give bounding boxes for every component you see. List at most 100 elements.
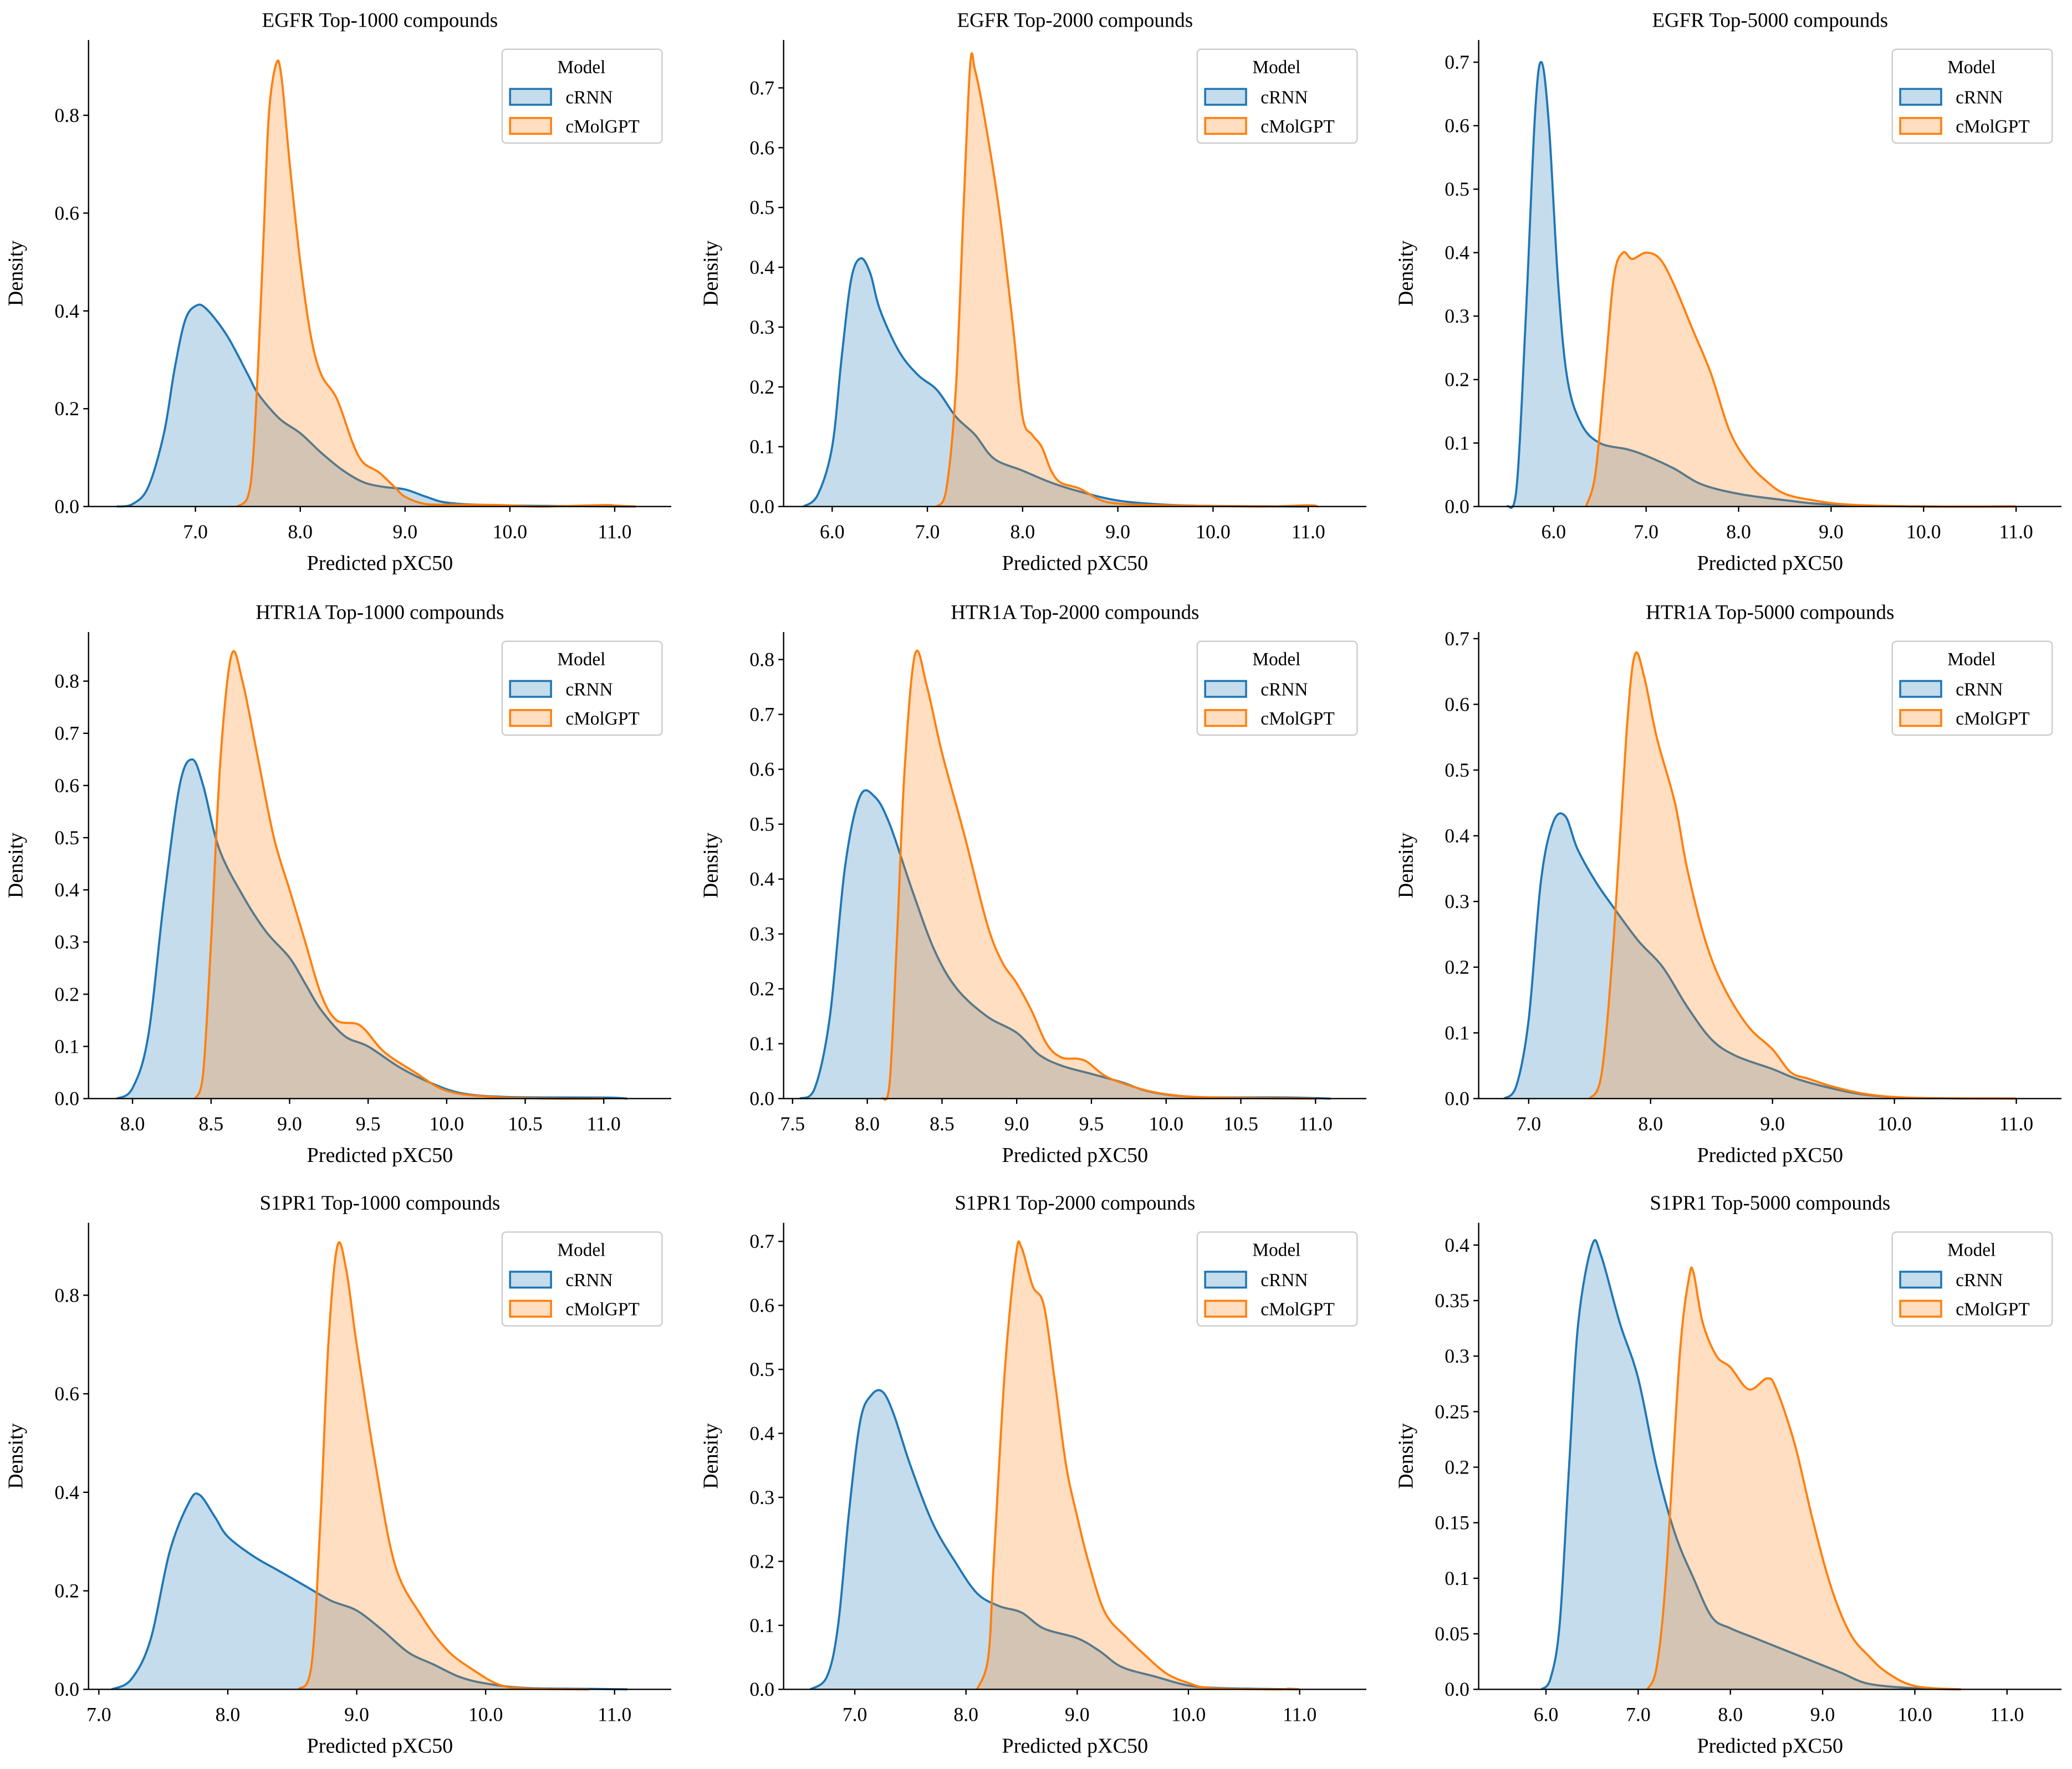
y-tick-label: 0.4 [54, 879, 79, 901]
legend-label-crnn: cRNN [1956, 1270, 2003, 1291]
density-curve-cmolgpt [976, 1240, 1300, 1691]
x-tick-label: 9.0 [1004, 1113, 1029, 1135]
y-tick-label: 0.8 [54, 670, 79, 692]
x-axis-label: Predicted pXC50 [1697, 1735, 1843, 1758]
y-tick-label: 0.2 [749, 978, 774, 1000]
legend-label-crnn: cRNN [1956, 88, 2003, 108]
x-tick-label: 11.0 [1283, 1704, 1316, 1726]
x-tick-label: 10.0 [1149, 1113, 1183, 1135]
y-tick-label: 0.8 [749, 649, 774, 671]
legend-frame [501, 48, 663, 144]
y-tick-label: 0.2 [1445, 1456, 1469, 1479]
y-tick-label: 0.25 [1435, 1400, 1469, 1423]
y-tick-label: 0.5 [749, 813, 774, 835]
legend: Model cRNN cMolGPT [501, 1231, 663, 1327]
y-tick-label: 0.5 [54, 827, 79, 849]
legend-label-cmolgpt: cMolGPT [565, 1299, 639, 1320]
y-tick-label: 0.5 [749, 1358, 774, 1380]
y-tick-label: 0.0 [749, 1678, 774, 1700]
panel-title: S1PR1 Top-2000 compounds [955, 1191, 1195, 1214]
x-tick-label: 11.0 [1999, 1113, 2033, 1135]
density-curve-cmolgpt [298, 1241, 589, 1691]
density-fill-crnn [111, 1493, 627, 1690]
y-axis-label: Density [4, 241, 28, 307]
density-curve-cmolgpt [1589, 651, 2017, 1100]
density-fill-cmolgpt [1589, 652, 2017, 1099]
density-fill-cmolgpt [1647, 1267, 1961, 1690]
y-tick-label: 0.7 [749, 703, 774, 726]
legend-title: Model [1947, 1240, 1996, 1260]
y-tick-label: 0.2 [54, 1580, 79, 1602]
density-fill-cmolgpt [298, 1242, 589, 1690]
y-tick-label: 0.3 [1445, 305, 1469, 327]
x-tick-label: 7.0 [86, 1704, 111, 1726]
y-tick-label: 0.1 [749, 1033, 774, 1055]
kde-panel: 8.0 8.5 9.0 9.5 10.0 10.5 11.0 0.0 0.1 0.2 0.3 0.4 0… [4, 600, 672, 1167]
density-curve-crnn [1506, 60, 2017, 509]
y-tick-label: 0.0 [54, 1088, 79, 1110]
y-tick-label: 0.6 [54, 202, 79, 224]
density-fill-cmolgpt [195, 651, 604, 1099]
legend-swatch-crnn [509, 88, 552, 106]
density-curve-cmolgpt [881, 649, 1316, 1101]
y-tick-label: 0.2 [1445, 369, 1469, 391]
x-tick-label: 10.0 [430, 1113, 465, 1135]
y-axis-label: Density [699, 1423, 722, 1489]
legend-label-cmolgpt: cMolGPT [1260, 708, 1334, 729]
y-tick-label: 0.0 [1445, 1088, 1469, 1110]
legend-title: Model [1252, 1240, 1300, 1260]
kde-panel: 7.0 8.0 9.0 10.0 11.0 0.0 0.2 0.4 0.6 0.8 EGFR Top… [4, 8, 672, 575]
y-tick-label: 0.6 [54, 1383, 79, 1405]
legend-frame [1891, 640, 2053, 736]
legend-frame [1196, 640, 1358, 736]
density-curve-cmolgpt [936, 52, 1318, 508]
y-tick-label: 0.4 [1445, 242, 1469, 264]
y-tick-label: 0.35 [1435, 1289, 1469, 1312]
x-tick-label: 7.0 [1634, 521, 1658, 543]
legend-title: Model [1947, 57, 1996, 78]
x-tick-label: 10.0 [468, 1704, 503, 1726]
legend-title: Model [557, 57, 605, 78]
kde-panel: 7.0 8.0 9.0 10.0 11.0 0.0 0.1 0.2 0.3 0.4 0.5 0.6 0.… [699, 1191, 1366, 1758]
y-tick-label: 0.6 [1445, 115, 1469, 137]
y-tick-label: 0.1 [54, 1035, 79, 1057]
y-tick-label: 0.2 [54, 397, 79, 420]
panel-title: EGFR Top-1000 compounds [262, 8, 498, 31]
y-tick-label: 0.7 [749, 1230, 774, 1252]
kde-panel: 6.0 7.0 8.0 9.0 10.0 11.0 0.0 0.1 0.2 0.3 0.4 0.5 0.… [699, 8, 1366, 575]
y-tick-label: 0.0 [54, 1678, 79, 1700]
y-tick-label: 0.6 [1445, 693, 1469, 715]
x-tick-label: 8.0 [216, 1704, 241, 1726]
legend-label-cmolgpt: cMolGPT [565, 708, 639, 729]
y-tick-label: 0.4 [1445, 1234, 1469, 1256]
legend-label-crnn: cRNN [565, 680, 613, 700]
legend-swatch-cmolgpt [509, 1299, 552, 1318]
legend-swatch-cmolgpt [1899, 1299, 1942, 1318]
density-curve-crnn [116, 303, 636, 508]
legend-label-cmolgpt: cMolGPT [1956, 708, 2029, 729]
y-axis-label: Density [1394, 833, 1417, 899]
y-tick-label: 0.4 [54, 1481, 79, 1503]
y-tick-label: 0.3 [1445, 1345, 1469, 1367]
y-tick-label: 0.8 [54, 1284, 79, 1306]
x-tick-label: 9.0 [277, 1113, 302, 1135]
y-tick-label: 0.3 [749, 1486, 774, 1508]
legend-swatch-cmolgpt [1899, 117, 1942, 135]
legend: Model cRNN cMolGPT [1196, 1231, 1358, 1327]
density-fill-cmolgpt [882, 650, 1316, 1100]
legend-swatch-cmolgpt [509, 117, 552, 135]
legend-frame [1891, 48, 2053, 144]
legend-swatch-crnn [1899, 680, 1942, 698]
y-tick-label: 0.2 [749, 1550, 774, 1572]
x-tick-label: 10.0 [493, 521, 528, 543]
panel-title: S1PR1 Top-1000 compounds [259, 1191, 500, 1214]
legend: Model cRNN cMolGPT [1891, 48, 2053, 144]
y-tick-label: 0.5 [1445, 759, 1469, 781]
legend-swatch-cmolgpt [1204, 1299, 1247, 1318]
density-fill-crnn [800, 790, 1331, 1099]
x-tick-label: 9.0 [1810, 1704, 1835, 1726]
y-tick-label: 0.05 [1435, 1623, 1469, 1645]
legend-title: Model [1947, 649, 1996, 670]
x-tick-label: 8.0 [288, 521, 313, 543]
